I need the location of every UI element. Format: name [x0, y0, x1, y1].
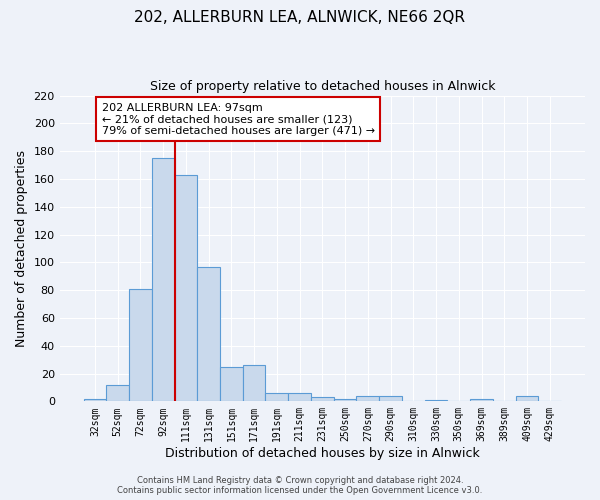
Bar [265, 393, 288, 402]
Bar [470, 398, 493, 402]
Title: Size of property relative to detached houses in Alnwick: Size of property relative to detached ho… [149, 80, 495, 93]
Bar [515, 396, 538, 402]
Bar [152, 158, 175, 402]
Text: 202, ALLERBURN LEA, ALNWICK, NE66 2QR: 202, ALLERBURN LEA, ALNWICK, NE66 2QR [134, 10, 466, 25]
Bar [311, 397, 334, 402]
Bar [334, 398, 356, 402]
Bar [288, 393, 311, 402]
Bar [243, 365, 265, 402]
Bar [197, 266, 220, 402]
Bar [425, 400, 448, 402]
Y-axis label: Number of detached properties: Number of detached properties [15, 150, 28, 347]
X-axis label: Distribution of detached houses by size in Alnwick: Distribution of detached houses by size … [165, 447, 480, 460]
Text: Contains HM Land Registry data © Crown copyright and database right 2024.
Contai: Contains HM Land Registry data © Crown c… [118, 476, 482, 495]
Bar [83, 398, 106, 402]
Bar [129, 289, 152, 402]
Bar [356, 396, 379, 402]
Text: 202 ALLERBURN LEA: 97sqm
← 21% of detached houses are smaller (123)
79% of semi-: 202 ALLERBURN LEA: 97sqm ← 21% of detach… [102, 102, 375, 136]
Bar [379, 396, 402, 402]
Bar [175, 175, 197, 402]
Bar [220, 366, 243, 402]
Bar [106, 384, 129, 402]
